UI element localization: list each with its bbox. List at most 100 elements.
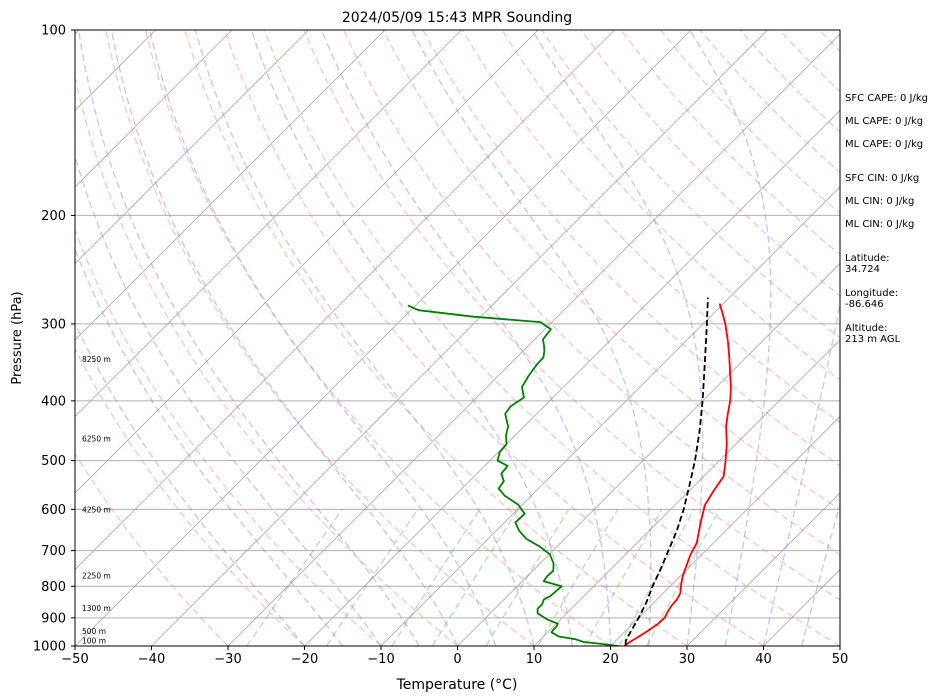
moist-adiabat <box>194 30 535 646</box>
moist-adiabat <box>77 30 420 646</box>
y-axis-label: Pressure (hPa) <box>10 291 25 384</box>
mixing-ratio-line <box>537 508 619 646</box>
dry-adiabat <box>263 30 840 646</box>
dewpoint-profile <box>407 304 619 646</box>
dry-adiabat <box>580 30 840 297</box>
mixing-ratio-line <box>431 508 519 646</box>
mixing-ratio-line <box>246 508 343 646</box>
y-tick-label: 700 <box>41 544 66 559</box>
isotherm-gridline <box>304 109 840 646</box>
longitude-label: Longitude: <box>845 288 899 299</box>
x-tick-label: −10 <box>367 652 394 667</box>
dry-adiabat <box>75 452 229 646</box>
x-tick-label: 30 <box>679 652 696 667</box>
dry-adiabat <box>75 228 382 646</box>
x-tick-label: 10 <box>526 652 543 667</box>
dry-adiabat <box>105 30 535 646</box>
isotherm-gridline <box>151 30 768 646</box>
height-label: 500 m <box>82 627 106 636</box>
isotherm-gridline <box>75 30 233 188</box>
height-label: 8250 m <box>82 355 111 364</box>
moist-adiabat <box>250 30 573 646</box>
isotherm-gridline <box>686 492 840 646</box>
moist-adiabat <box>531 30 704 646</box>
x-axis-label: Temperature (°C) <box>396 677 518 693</box>
isotherm-gridline <box>75 30 692 646</box>
x-tick-label: 20 <box>602 652 619 667</box>
latitude-label: Latitude: <box>845 253 890 264</box>
dry-adiabat <box>342 30 840 556</box>
ml-cin-text: ML CIN: 0 J/kg <box>845 196 915 207</box>
dry-adiabat <box>224 30 764 646</box>
height-label: 1300 m <box>82 604 111 613</box>
temperature-profile <box>623 303 732 646</box>
moist-adiabat <box>411 30 652 646</box>
sfc-cin-text: SFC CIN: 0 J/kg <box>845 173 920 184</box>
mixing-ratio-line <box>391 508 481 646</box>
isotherm-gridline <box>227 33 840 646</box>
moist-adiabat <box>75 247 344 646</box>
dry-adiabat <box>75 73 458 646</box>
isotherm-gridline <box>533 339 840 646</box>
y-tick-label: 400 <box>41 394 66 409</box>
moist-adiabat <box>762 300 840 646</box>
x-tick-label: 0 <box>453 652 461 667</box>
y-tick-label: 300 <box>41 317 66 332</box>
y-tick-label: 600 <box>41 503 66 518</box>
dry-adiabat <box>461 30 840 424</box>
altitude-label: Altitude: <box>845 323 888 334</box>
height-label: 6250 m <box>82 434 111 443</box>
moist-adiabat <box>75 153 382 646</box>
x-tick-label: −40 <box>138 652 165 667</box>
isotherm-gridline <box>610 415 840 646</box>
mixing-ratio-line <box>485 508 570 646</box>
x-tick-label: 50 <box>832 652 849 667</box>
moist-adiabat <box>149 30 497 646</box>
isotherm-gridline <box>75 30 309 265</box>
dry-adiabat <box>501 30 840 381</box>
moist-adiabat <box>801 502 840 646</box>
mixing-ratio-line <box>584 508 663 646</box>
dry-adiabat <box>382 30 840 511</box>
dry-adiabat <box>303 30 840 601</box>
y-tick-label: 200 <box>41 209 66 224</box>
sfc-cape-text: SFC CAPE: 0 J/kg <box>845 93 928 104</box>
height-label: 4250 m <box>82 505 111 514</box>
dry-adiabat <box>184 30 688 646</box>
ml-cape-text: ML CAPE: 0 J/kg <box>845 116 924 127</box>
x-tick-label: −20 <box>291 652 318 667</box>
isotherm-gridline <box>75 30 462 418</box>
dry-adiabat <box>75 347 305 646</box>
y-tick-label: 500 <box>41 454 66 469</box>
chart-title: 2024/05/09 15:43 MPR Sounding <box>342 10 572 26</box>
parcel-profile <box>624 297 709 645</box>
dry-adiabat <box>422 30 840 467</box>
altitude-value: 213 m AGL <box>845 334 901 345</box>
latitude-value: 34.724 <box>845 264 880 275</box>
moist-adiabat <box>110 30 459 646</box>
y-tick-label: 800 <box>41 580 66 595</box>
moist-adiabat <box>75 321 306 646</box>
mixing-ratio-line <box>645 508 721 646</box>
dry-adiabat <box>541 30 840 339</box>
ml-cape-text-2: ML CAPE: 0 J/kg <box>845 139 924 150</box>
isotherm-gridline <box>75 30 615 571</box>
dry-adiabat <box>144 30 611 646</box>
height-label: 2250 m <box>82 571 111 580</box>
isotherm-gridline <box>75 30 539 494</box>
moist-adiabat <box>689 30 772 646</box>
isotherm-gridline <box>457 262 840 646</box>
y-tick-label: 100 <box>41 24 66 39</box>
mixing-ratio-line <box>325 508 419 646</box>
longitude-value: -86.646 <box>845 299 884 310</box>
y-tick-label: 1000 <box>33 640 66 655</box>
isotherm-gridline <box>380 186 840 646</box>
x-tick-label: 40 <box>755 652 772 667</box>
y-tick-label: 900 <box>41 611 66 626</box>
ml-cin-text-2: ML CIN: 0 J/kg <box>845 219 915 230</box>
x-tick-label: −30 <box>214 652 241 667</box>
mixing-ratio-line <box>618 508 695 646</box>
x-tick-label: −50 <box>61 652 88 667</box>
height-label: 100 m <box>82 637 106 646</box>
